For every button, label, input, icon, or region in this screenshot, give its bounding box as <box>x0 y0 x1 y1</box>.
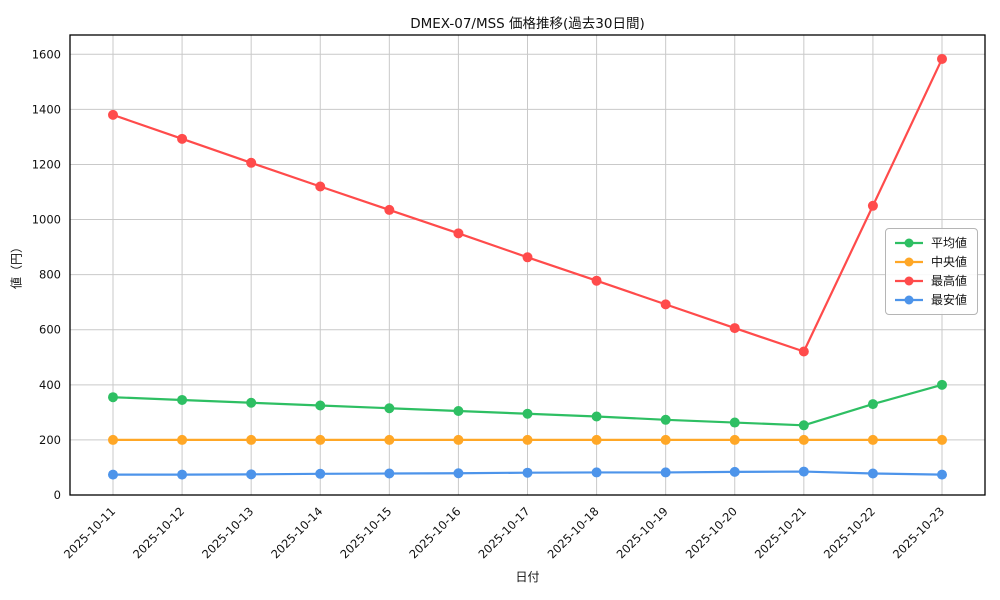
legend-swatch-min <box>894 295 923 305</box>
legend-label-max: 最高値 <box>930 274 967 288</box>
legend-label-avg: 平均値 <box>930 236 967 250</box>
series-marker-min <box>246 469 257 480</box>
plot-border <box>69 34 986 496</box>
series-marker-min <box>315 468 326 479</box>
legend-marker-icon <box>904 295 914 305</box>
legend-item-avg: 平均値 <box>894 236 967 250</box>
series-marker-median <box>522 434 533 445</box>
series-marker-median <box>660 434 671 445</box>
x-tick-label: 2025-10-20 <box>683 504 740 561</box>
series-marker-min <box>798 466 809 477</box>
legend-marker-icon <box>904 257 914 267</box>
y-tick-label: 600 <box>39 323 61 337</box>
series-marker-avg <box>729 417 740 428</box>
series-marker-avg <box>108 392 118 403</box>
y-tick-label: 1400 <box>32 102 61 116</box>
legend-swatch-median <box>894 257 923 267</box>
series-marker-median <box>246 434 257 445</box>
x-tick-label: 2025-10-16 <box>406 504 463 561</box>
y-tick-label: 800 <box>39 268 61 282</box>
series-marker-max <box>108 109 118 120</box>
x-tick-label: 2025-10-21 <box>752 504 809 561</box>
series-marker-max <box>867 200 878 211</box>
x-tick-label: 2025-10-18 <box>545 504 602 561</box>
x-tick-label: 2025-10-13 <box>199 504 256 561</box>
series-marker-min <box>108 469 118 480</box>
series-marker-median <box>315 434 326 445</box>
series-marker-median <box>729 434 740 445</box>
y-tick-label: 400 <box>39 378 61 392</box>
series-marker-avg <box>453 405 464 416</box>
x-tick-label: 2025-10-19 <box>614 504 671 561</box>
series-marker-max <box>177 133 188 144</box>
legend-swatch-max <box>894 276 923 286</box>
series-marker-max <box>246 157 257 168</box>
legend-item-max: 最高値 <box>894 274 967 288</box>
series-marker-max <box>729 323 740 334</box>
x-tick-label: 2025-10-22 <box>821 504 878 561</box>
series-marker-max <box>315 181 326 192</box>
series-marker-median <box>591 434 602 445</box>
legend-item-min: 最安値 <box>894 293 967 307</box>
series-marker-avg <box>591 411 602 422</box>
x-tick-label: 2025-10-12 <box>130 504 187 561</box>
x-tick-label: 2025-10-23 <box>890 504 947 561</box>
series-marker-median <box>108 434 118 445</box>
series-marker-avg <box>177 394 188 405</box>
y-tick-label: 1000 <box>32 213 61 227</box>
y-tick-label: 0 <box>54 488 61 502</box>
y-tick-label: 200 <box>39 433 61 447</box>
legend-label-median: 中央値 <box>930 255 967 269</box>
series-marker-median <box>798 434 809 445</box>
legend-label-min: 最安値 <box>930 293 967 307</box>
series-marker-min <box>729 466 740 477</box>
series-marker-avg <box>246 397 257 408</box>
legend-marker-icon <box>904 276 914 286</box>
legend-marker-icon <box>904 238 914 248</box>
series-marker-avg <box>798 420 809 431</box>
series-marker-min <box>591 467 602 478</box>
legend: 平均値中央値最高値最安値 <box>884 228 978 315</box>
legend-swatch-avg <box>894 238 923 248</box>
series-marker-median <box>937 434 947 445</box>
series-marker-max <box>937 53 947 64</box>
chart-title: DMEX-07/MSS 価格推移(過去30日間) <box>410 16 645 32</box>
series-marker-min <box>867 468 878 479</box>
series-marker-avg <box>522 408 533 419</box>
series-marker-max <box>660 299 671 310</box>
series-marker-min <box>937 469 947 480</box>
legend-item-median: 中央値 <box>894 255 967 269</box>
x-tick-label: 2025-10-17 <box>475 504 532 561</box>
x-axis-label: 日付 <box>515 570 540 584</box>
series-marker-min <box>522 467 533 478</box>
x-tick-label: 2025-10-14 <box>268 504 325 561</box>
series-marker-avg <box>937 379 947 390</box>
series-marker-median <box>453 434 464 445</box>
y-tick-label: 1600 <box>32 47 61 61</box>
series-marker-max <box>591 275 602 286</box>
x-tick-label: 2025-10-11 <box>61 504 118 561</box>
series-marker-max <box>453 228 464 239</box>
series-marker-min <box>384 468 395 479</box>
x-tick-label: 2025-10-15 <box>337 504 394 561</box>
series-marker-min <box>453 468 464 479</box>
series-marker-avg <box>867 399 878 410</box>
series-marker-min <box>177 469 188 480</box>
series-marker-median <box>177 434 188 445</box>
series-marker-avg <box>384 403 395 414</box>
series-marker-max <box>798 346 809 357</box>
series-marker-max <box>522 252 533 263</box>
series-marker-max <box>384 204 395 215</box>
series-marker-avg <box>660 414 671 425</box>
series-marker-median <box>867 434 878 445</box>
y-tick-label: 1200 <box>32 157 61 171</box>
series-marker-median <box>384 434 395 445</box>
series-marker-min <box>660 467 671 478</box>
series-marker-avg <box>315 400 326 411</box>
